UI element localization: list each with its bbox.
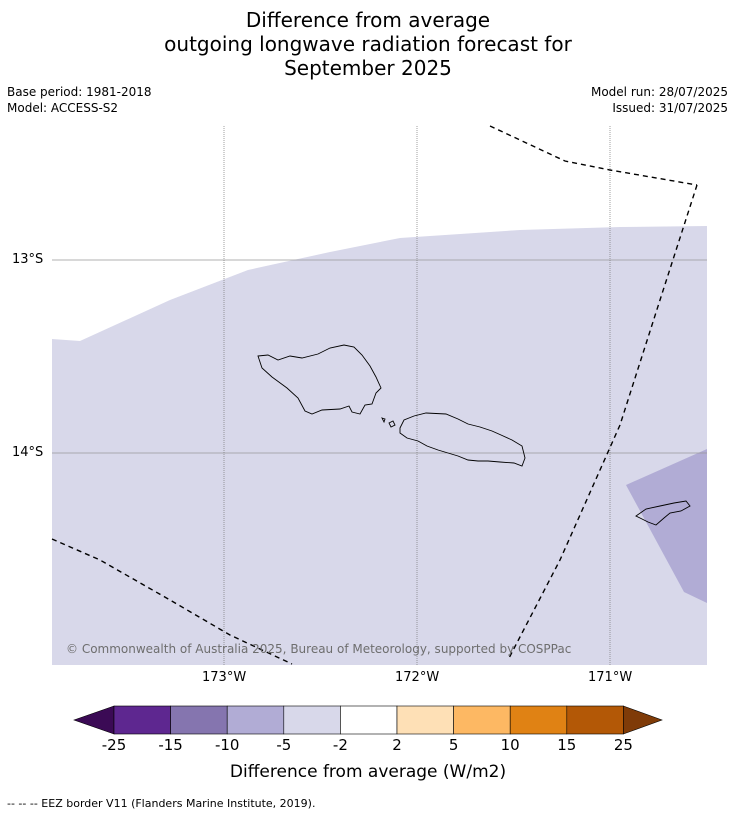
- model-run: Model run: 28/07/2025: [590, 85, 728, 99]
- colorbar-title: Difference from average (W/m2): [229, 762, 507, 782]
- lat-label-14s: 14°S: [12, 445, 44, 460]
- colorbar-extend-low: [73, 705, 115, 735]
- colorbar-segment: [340, 705, 398, 735]
- colorbar-tick-label: 10: [500, 736, 520, 754]
- issued-date: Issued: 31/07/2025: [612, 101, 728, 115]
- eez-border-east: [507, 184, 698, 661]
- title-line-2: outgoing longwave radiation forecast for: [164, 32, 572, 56]
- colorbar-tick-label: 25: [613, 736, 633, 754]
- colorbar-tick-label: 15: [557, 736, 577, 754]
- colorbar-segment: [509, 705, 568, 735]
- eez-border-southwest: [51, 538, 293, 665]
- lon-label-172w: 172°W: [395, 670, 440, 685]
- anomaly-region-southeast: [626, 449, 707, 603]
- title-line-3: September 2025: [284, 56, 452, 80]
- colorbar-tick-label: -2: [332, 736, 348, 754]
- meta-right: Model run: 28/07/2025 Issued: 31/07/2025: [591, 84, 728, 116]
- colorbar-tick-label: -25: [101, 736, 127, 754]
- colorbar-segment: [113, 705, 171, 735]
- colorbar-extend-high: [623, 705, 663, 735]
- upolu-island: [399, 412, 526, 467]
- manono-island: [381, 417, 386, 424]
- copyright-notice: © Commonwealth of Australia 2025, Bureau…: [66, 642, 572, 656]
- colorbar-segment: [170, 705, 228, 735]
- chart-title: Difference from average outgoing longwav…: [0, 8, 736, 80]
- lon-label-171w: 171°W: [588, 670, 633, 685]
- colorbar-tick-label: -15: [158, 736, 183, 754]
- savaii-island: [257, 344, 382, 415]
- model-name: Model: ACCESS-S2: [7, 101, 119, 115]
- title-line-1: Difference from average: [245, 8, 491, 32]
- lat-label-13s: 13°S: [12, 252, 44, 267]
- colorbar-segment: [396, 705, 454, 735]
- colorbar: [73, 705, 663, 735]
- anomaly-region-main: [52, 226, 707, 665]
- colorbar-segment: [226, 705, 285, 735]
- colorbar-tick-label: -10: [214, 736, 240, 754]
- eez-footnote: -- -- -- EEZ border V11 (Flanders Marine…: [7, 797, 316, 810]
- colorbar-segment: [283, 705, 341, 735]
- eez-border-north: [489, 125, 698, 186]
- meta-left: Base period: 1981-2018 Model: ACCESS-S2: [7, 84, 152, 116]
- tutuila-island: [635, 500, 691, 526]
- colorbar-tick-label: 5: [448, 736, 459, 754]
- colorbar-segment: [453, 705, 511, 735]
- colorbar-tick-label: -5: [276, 736, 292, 754]
- colorbar-segment: [566, 705, 624, 735]
- base-period: Base period: 1981-2018: [7, 85, 152, 99]
- colorbar-tick-label: 2: [392, 736, 402, 754]
- lon-label-173w: 173°W: [202, 670, 247, 685]
- apolima-island: [388, 420, 396, 428]
